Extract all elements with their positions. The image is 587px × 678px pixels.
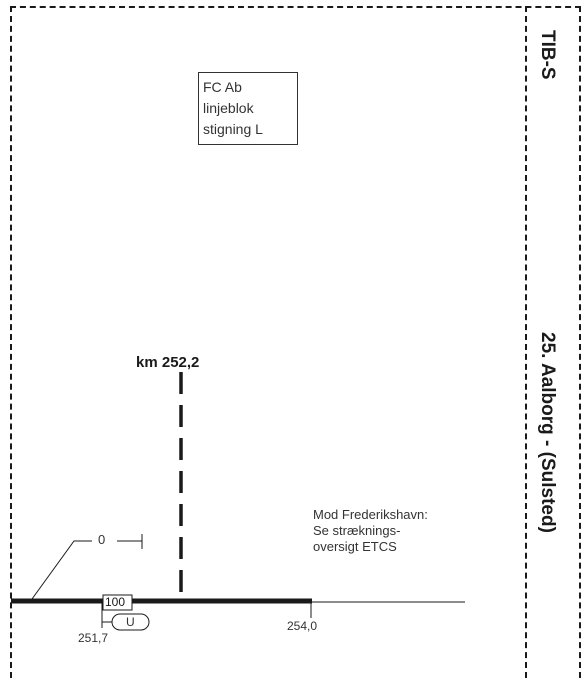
fc-info-box: FC Ab linjeblok stigning L <box>198 72 298 145</box>
header-divider <box>525 6 527 678</box>
km-marker-label: km 252,2 <box>136 354 200 371</box>
km-start-label: 251,7 <box>78 631 109 645</box>
fc-line-3: stigning L <box>203 121 263 137</box>
fc-line-2: linjeblok <box>203 100 254 116</box>
u-sign-value: U <box>126 615 135 629</box>
frederikshavn-note: Mod Frederikshavn: Se stræknings- oversi… <box>313 507 428 555</box>
note-line-2: Se stræknings- <box>313 523 401 538</box>
fc-line-1: FC Ab <box>203 79 242 95</box>
speed-sign-value: 100 <box>105 595 126 609</box>
speed-sign-box <box>102 594 133 611</box>
page-border <box>10 6 581 678</box>
note-line-1: Mod Frederikshavn: <box>313 507 428 522</box>
km-end-label: 254,0 <box>287 619 318 633</box>
note-line-3: oversigt ETCS <box>313 539 397 554</box>
u-sign-pill <box>111 613 150 631</box>
zero-sign-label: 0 <box>98 532 106 547</box>
leader-line <box>31 540 92 600</box>
